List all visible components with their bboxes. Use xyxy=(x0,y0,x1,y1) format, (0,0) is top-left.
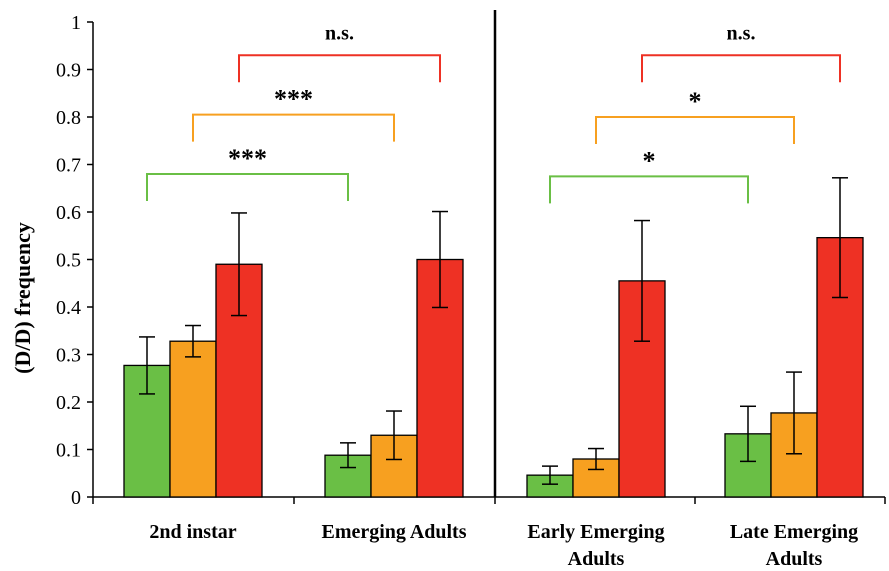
category-label: Emerging Adults xyxy=(321,521,466,543)
bars xyxy=(123,236,864,498)
y-tick-label: 0.4 xyxy=(56,297,81,319)
y-tick-label: 1 xyxy=(71,12,81,34)
y-tick-label: 0.1 xyxy=(56,440,81,462)
category-label-line: 2nd instar xyxy=(149,521,236,543)
y-tick-label: 0.8 xyxy=(56,107,81,129)
significance-label: * xyxy=(643,146,656,175)
category-label-line: Emerging Adults xyxy=(321,521,466,543)
significance-bracket xyxy=(549,175,749,204)
significance-bracket xyxy=(192,113,395,142)
category-label-line: Adults xyxy=(766,548,823,570)
significance-label: *** xyxy=(228,144,267,173)
y-tick-label: 0.7 xyxy=(56,155,81,177)
significance-label: * xyxy=(689,87,702,116)
y-tick-label: 0 xyxy=(71,487,81,509)
category-label-line: Early Emerging xyxy=(527,521,664,543)
category-label: Late Emerging Adults xyxy=(730,521,858,570)
category-label-line: Adults xyxy=(568,548,625,570)
category-label-line: Late Emerging xyxy=(730,521,858,543)
significance-bracket xyxy=(238,54,441,83)
category-label: Early Emerging Adults xyxy=(527,521,664,570)
y-axis-label: (D/D) frequency xyxy=(10,222,35,374)
category-labels: 2nd instar Emerging Adults Early Emerging A… xyxy=(149,521,858,570)
significance-bracket xyxy=(146,173,349,201)
y-tick-label: 0.9 xyxy=(56,60,81,82)
significance-brackets: *** *** n.s. * * n.s. xyxy=(146,22,841,204)
significance-label: n.s. xyxy=(325,22,354,44)
significance-label: *** xyxy=(274,85,313,114)
error-bars xyxy=(139,177,848,485)
y-tick-label: 0.3 xyxy=(56,345,81,367)
y-tick-label: 0.2 xyxy=(56,392,81,414)
y-tick-label: 0.6 xyxy=(56,202,81,224)
axes: 0 0.1 0.2 0.3 0.4 0.5 0.6 0.7 0.8 0.9 1 xyxy=(56,10,886,509)
significance-bracket xyxy=(595,116,795,144)
significance-label: n.s. xyxy=(727,22,756,44)
bar xyxy=(169,340,217,498)
significance-bracket xyxy=(641,54,841,83)
y-tick-label: 0.5 xyxy=(56,250,81,272)
category-label: 2nd instar xyxy=(149,521,236,543)
bar xyxy=(123,364,171,498)
